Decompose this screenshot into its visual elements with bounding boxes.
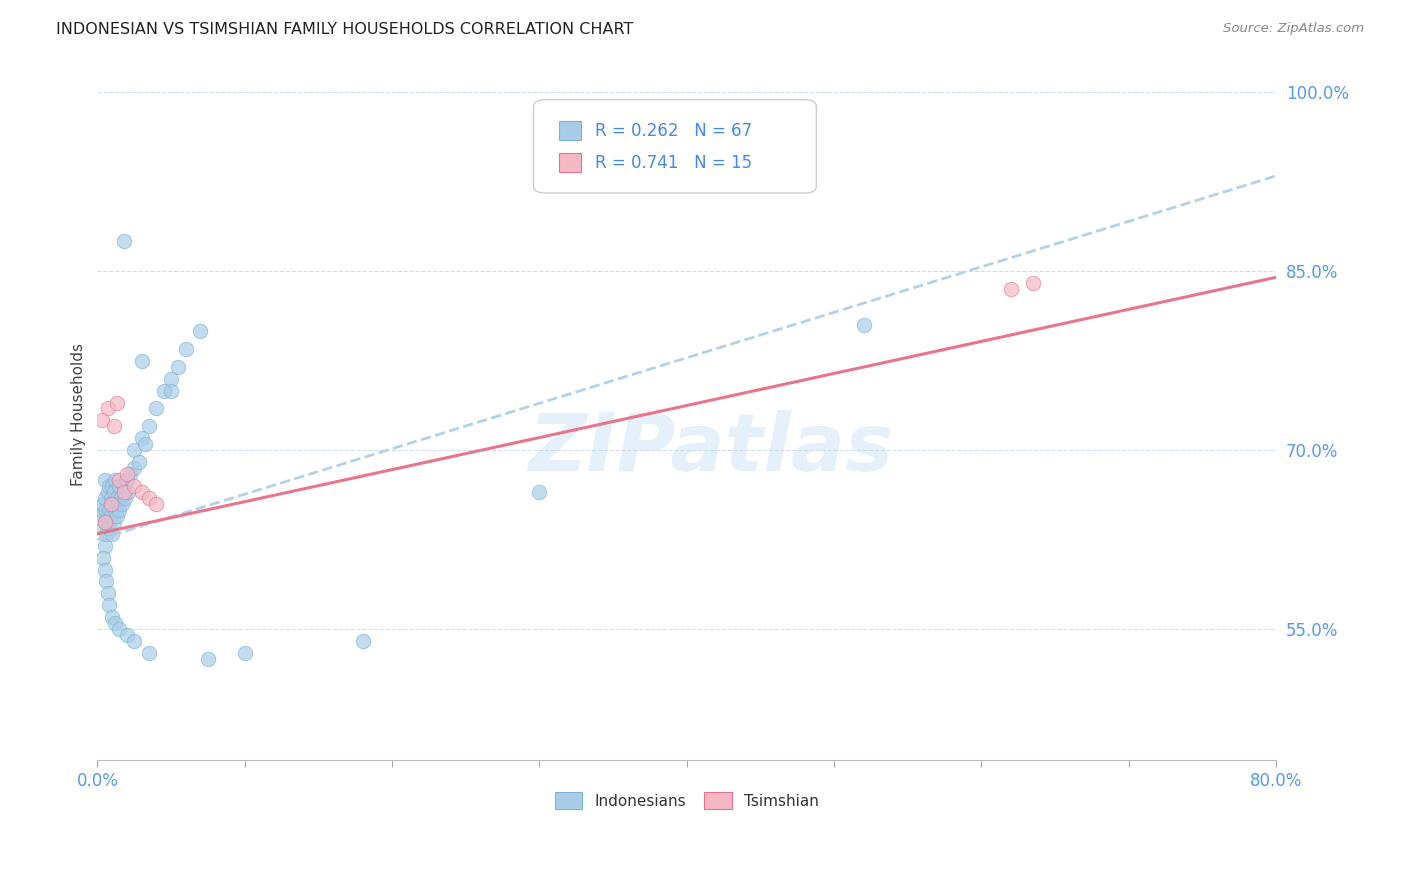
Point xyxy=(97,401,120,416)
Point xyxy=(101,610,124,624)
Point xyxy=(101,526,124,541)
Point xyxy=(160,384,183,398)
Point xyxy=(118,467,141,481)
Point xyxy=(98,521,121,535)
FancyBboxPatch shape xyxy=(533,100,817,193)
Point xyxy=(93,515,115,529)
Point xyxy=(100,497,122,511)
Point xyxy=(115,628,138,642)
Point xyxy=(174,342,197,356)
Point xyxy=(96,574,118,589)
Point xyxy=(134,437,156,451)
FancyBboxPatch shape xyxy=(560,121,581,140)
Point xyxy=(112,235,135,249)
Point xyxy=(93,473,115,487)
Point xyxy=(352,634,374,648)
Point xyxy=(90,413,112,427)
Point xyxy=(852,318,875,332)
Point xyxy=(122,443,145,458)
FancyBboxPatch shape xyxy=(560,153,581,172)
Point xyxy=(104,473,127,487)
Text: R = 0.741   N = 15: R = 0.741 N = 15 xyxy=(595,153,752,171)
Point xyxy=(128,455,150,469)
Point xyxy=(105,491,128,505)
Point xyxy=(105,395,128,409)
Point xyxy=(111,497,134,511)
Point xyxy=(100,491,122,505)
Text: ZIPatlas: ZIPatlas xyxy=(527,410,893,488)
Point xyxy=(98,479,121,493)
Text: R = 0.262   N = 67: R = 0.262 N = 67 xyxy=(595,122,752,140)
Point xyxy=(89,503,111,517)
Point xyxy=(197,652,219,666)
Point xyxy=(100,508,122,523)
Point xyxy=(108,473,131,487)
Point xyxy=(93,515,115,529)
Point xyxy=(160,372,183,386)
Point xyxy=(91,521,114,535)
Y-axis label: Family Households: Family Households xyxy=(72,343,86,486)
Point xyxy=(138,419,160,434)
Point xyxy=(1022,277,1045,291)
Point xyxy=(108,479,131,493)
Point xyxy=(167,359,190,374)
Point xyxy=(107,497,129,511)
Point xyxy=(98,503,121,517)
Point xyxy=(96,503,118,517)
Point xyxy=(131,431,153,445)
Point xyxy=(108,622,131,636)
Point xyxy=(101,479,124,493)
Point xyxy=(112,485,135,500)
Point xyxy=(152,384,174,398)
Text: Source: ZipAtlas.com: Source: ZipAtlas.com xyxy=(1223,22,1364,36)
Point xyxy=(91,550,114,565)
Text: INDONESIAN VS TSIMSHIAN FAMILY HOUSEHOLDS CORRELATION CHART: INDONESIAN VS TSIMSHIAN FAMILY HOUSEHOLD… xyxy=(56,22,634,37)
Point xyxy=(138,491,160,505)
Point xyxy=(131,485,153,500)
Point xyxy=(131,353,153,368)
Point xyxy=(122,479,145,493)
Point xyxy=(190,324,212,338)
Point xyxy=(97,485,120,500)
Point xyxy=(145,497,167,511)
Point xyxy=(105,508,128,523)
Point xyxy=(98,599,121,613)
Legend: Indonesians, Tsimshian: Indonesians, Tsimshian xyxy=(548,786,825,815)
Point xyxy=(145,401,167,416)
Point xyxy=(93,539,115,553)
Point xyxy=(115,473,138,487)
Point xyxy=(96,526,118,541)
Point xyxy=(103,419,125,434)
Point xyxy=(97,515,120,529)
Point xyxy=(93,491,115,505)
Point xyxy=(104,503,127,517)
Point xyxy=(91,497,114,511)
Point xyxy=(103,515,125,529)
Point xyxy=(115,467,138,481)
Point xyxy=(122,461,145,475)
Point xyxy=(233,646,256,660)
Point xyxy=(104,616,127,631)
Point xyxy=(117,485,139,500)
Point xyxy=(138,646,160,660)
Point xyxy=(97,586,120,600)
Point xyxy=(110,491,132,505)
Point xyxy=(90,508,112,523)
Point xyxy=(103,485,125,500)
Point xyxy=(1000,282,1022,296)
Point xyxy=(529,485,551,500)
Point xyxy=(93,562,115,576)
Point xyxy=(112,479,135,493)
Point xyxy=(108,503,131,517)
Point xyxy=(122,634,145,648)
Point xyxy=(101,497,124,511)
Point xyxy=(114,491,136,505)
